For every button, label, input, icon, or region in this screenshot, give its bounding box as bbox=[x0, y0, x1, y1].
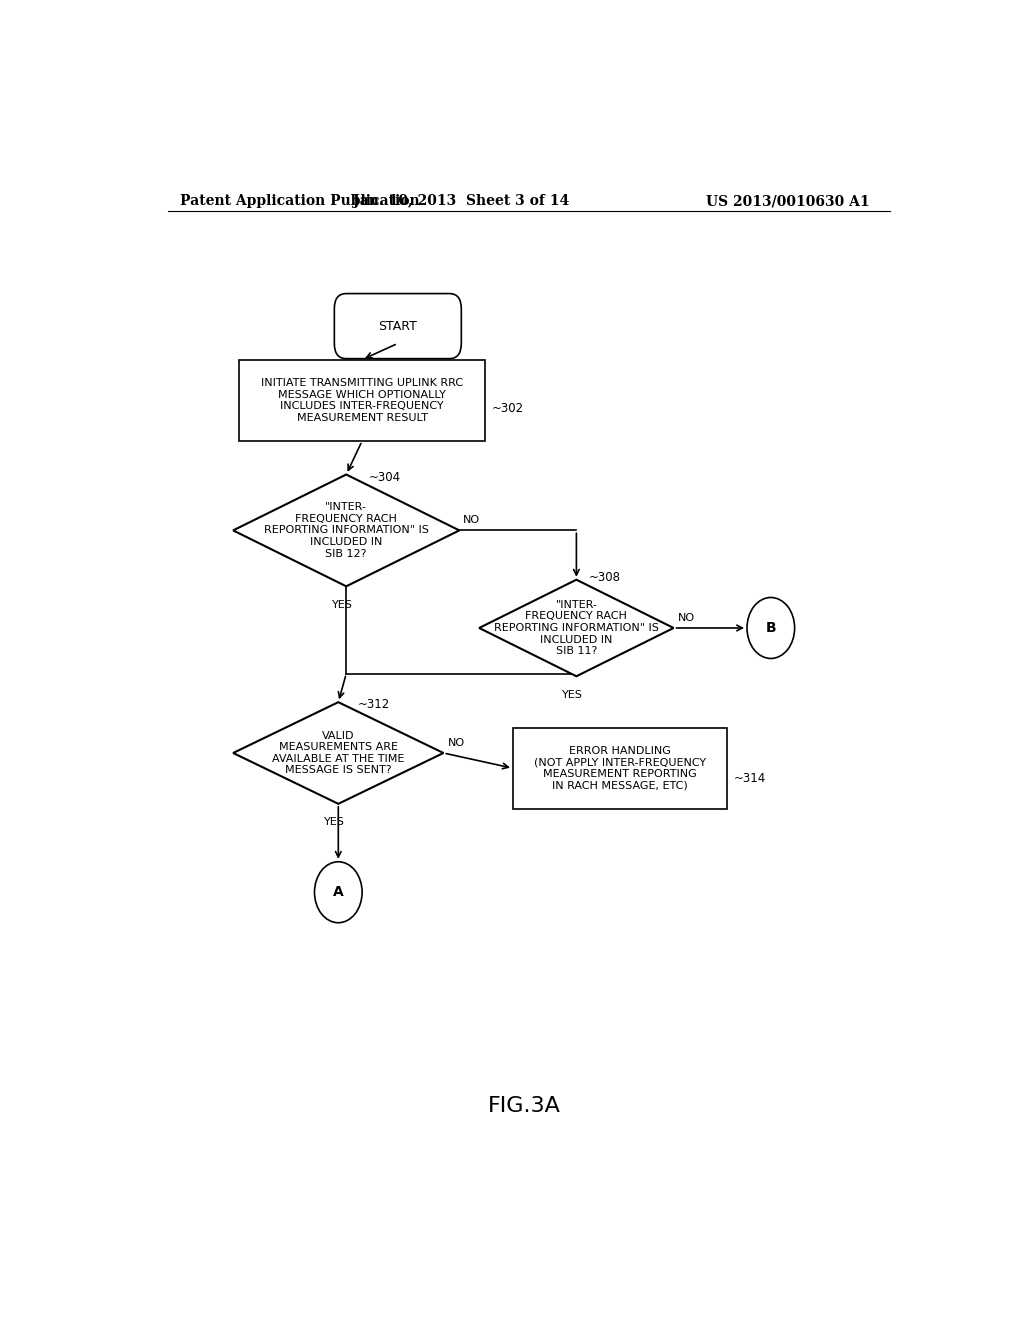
Bar bbox=[239, 359, 485, 441]
Text: YES: YES bbox=[324, 817, 345, 828]
Text: NO: NO bbox=[447, 738, 465, 748]
Text: ~314: ~314 bbox=[733, 772, 766, 785]
Text: "INTER-
FREQUENCY RACH
REPORTING INFORMATION" IS
INCLUDED IN
SIB 12?: "INTER- FREQUENCY RACH REPORTING INFORMA… bbox=[264, 502, 429, 558]
Text: YES: YES bbox=[332, 599, 352, 610]
Text: YES: YES bbox=[562, 689, 583, 700]
Text: ~304: ~304 bbox=[369, 471, 400, 484]
Text: VALID
MEASUREMENTS ARE
AVAILABLE AT THE TIME
MESSAGE IS SENT?: VALID MEASUREMENTS ARE AVAILABLE AT THE … bbox=[272, 730, 404, 775]
Circle shape bbox=[748, 598, 795, 659]
Text: ~302: ~302 bbox=[492, 401, 523, 414]
Text: ~312: ~312 bbox=[358, 698, 390, 710]
Polygon shape bbox=[233, 474, 460, 586]
Text: START: START bbox=[379, 319, 417, 333]
Text: "INTER-
FREQUENCY RACH
REPORTING INFORMATION" IS
INCLUDED IN
SIB 11?: "INTER- FREQUENCY RACH REPORTING INFORMA… bbox=[494, 599, 658, 656]
Text: NO: NO bbox=[463, 515, 480, 525]
Text: INITIATE TRANSMITTING UPLINK RRC
MESSAGE WHICH OPTIONALLY
INCLUDES INTER-FREQUEN: INITIATE TRANSMITTING UPLINK RRC MESSAGE… bbox=[261, 378, 463, 422]
Text: US 2013/0010630 A1: US 2013/0010630 A1 bbox=[707, 194, 870, 209]
Circle shape bbox=[314, 862, 362, 923]
Text: FIG.3A: FIG.3A bbox=[488, 1096, 561, 1115]
Text: ~308: ~308 bbox=[588, 570, 621, 583]
Text: Jan. 10, 2013  Sheet 3 of 14: Jan. 10, 2013 Sheet 3 of 14 bbox=[353, 194, 569, 209]
Polygon shape bbox=[479, 579, 674, 676]
Bar bbox=[513, 727, 727, 809]
Text: B: B bbox=[766, 620, 776, 635]
Text: A: A bbox=[333, 886, 344, 899]
Text: ERROR HANDLING
(NOT APPLY INTER-FREQUENCY
MEASUREMENT REPORTING
IN RACH MESSAGE,: ERROR HANDLING (NOT APPLY INTER-FREQUENC… bbox=[534, 746, 707, 791]
FancyBboxPatch shape bbox=[334, 293, 462, 359]
Polygon shape bbox=[233, 702, 443, 804]
Text: Patent Application Publication: Patent Application Publication bbox=[179, 194, 419, 209]
Text: NO: NO bbox=[678, 612, 694, 623]
